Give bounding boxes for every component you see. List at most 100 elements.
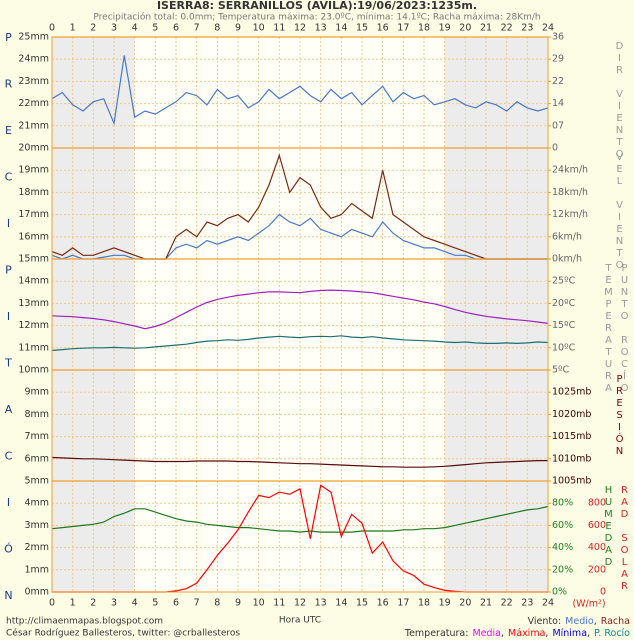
x-tick-label: 2 — [90, 23, 96, 34]
y-tick-label: 5ºC — [552, 365, 570, 376]
y2-tick-label: 0 — [600, 587, 606, 598]
x-tick-label: 20 — [459, 23, 471, 34]
x-tick-label: 13 — [315, 23, 327, 34]
y-tick-label: 20ºC — [552, 298, 576, 309]
y-tick-label: 1005mb — [552, 476, 591, 487]
x-tick-label: 8 — [214, 598, 220, 609]
y-tick-label: 1025mb — [552, 387, 591, 398]
x-tick-label: 6 — [173, 598, 179, 609]
x-tick-label: 4 — [132, 23, 138, 34]
axis-title: DIR VIENTO — [614, 41, 625, 161]
x-tick-label: 8 — [214, 23, 220, 34]
y2-tick-label: 800 — [588, 498, 606, 509]
x-tick-label: 6 — [173, 23, 179, 34]
y-tick-label: 0km/h — [552, 254, 582, 265]
axis-title: RAD SOLAR — [619, 485, 630, 593]
y-tick-label: 19mm — [18, 165, 49, 176]
y-tick-label: 1mm — [24, 564, 49, 575]
x-tick-label: 5 — [152, 23, 158, 34]
x-tick-label: 16 — [377, 23, 389, 34]
y-tick-label: 07 — [552, 120, 564, 131]
x-tick-label: 5 — [152, 598, 158, 609]
y-tick-label: 60% — [552, 520, 573, 531]
y-tick-label: 20mm — [18, 143, 49, 154]
x-tick-label: 7 — [194, 23, 200, 34]
y-tick-label: 10ºC — [552, 342, 576, 353]
y-tick-label: 80% — [552, 498, 573, 509]
series-line — [51, 456, 548, 468]
y-tick-label: 14mm — [18, 276, 49, 287]
y-tick-label: 0 — [552, 143, 558, 154]
y-tick-label: 23mm — [18, 76, 49, 87]
y2-tick-label: 600 — [588, 520, 606, 531]
y-tick-label: 29 — [552, 54, 564, 65]
x-tick-label: 9 — [235, 598, 241, 609]
x-tick-label: 23 — [521, 23, 533, 34]
x-tick-label: 10 — [253, 23, 265, 34]
x-tick-label: 19 — [439, 598, 451, 609]
legend-label: Temperatura: — [404, 628, 469, 639]
x-tick-label: 18 — [418, 23, 430, 34]
y-tick-label: 24mm — [18, 54, 49, 65]
y-tick-label: 21mm — [18, 120, 49, 131]
y-tick-label: 1010mb — [552, 453, 591, 464]
y-tick-label: 6mm — [24, 453, 49, 464]
x-tick-label: 7 — [194, 598, 200, 609]
x-tick-label: 18 — [418, 598, 430, 609]
y-tick-label: 22 — [552, 76, 564, 87]
chart-subtitle: Precipitación total: 0.0mm; Temperatura … — [93, 12, 540, 23]
x-tick-label: 16 — [377, 598, 389, 609]
y2-unit: (W/m²) — [572, 599, 605, 610]
x-tick-label: 1 — [70, 598, 76, 609]
chart-title: ISERRA8: SERRANILLOS (AVILA):19/06/2023:… — [157, 0, 477, 12]
y-tick-label: 6km/h — [552, 231, 582, 242]
x-tick-label: 22 — [501, 598, 513, 609]
x-tick-label: 3 — [111, 598, 117, 609]
legend-entry: Medio — [565, 616, 594, 627]
series-line — [51, 289, 549, 330]
y-tick-label: 4mm — [24, 498, 49, 509]
y-tick-label: 25ºC — [552, 276, 576, 287]
x-tick-label: 1 — [70, 23, 76, 34]
x-tick-label: 14 — [335, 23, 347, 34]
x-tick-label: 21 — [480, 23, 492, 34]
legend-separator: , — [545, 628, 548, 639]
y-tick-label: 17mm — [18, 209, 49, 220]
x-tick-label: 24 — [542, 23, 554, 34]
x-tick-label: 10 — [253, 598, 265, 609]
x-tick-label: 3 — [111, 23, 117, 34]
legend-entry: Mínima — [552, 628, 587, 639]
y-tick-label: 7mm — [24, 431, 49, 442]
y-tick-label: 14 — [552, 98, 564, 109]
x-tick-label: 9 — [235, 23, 241, 34]
x-tick-label: 15 — [356, 598, 368, 609]
y-tick-label: 25mm — [18, 32, 49, 43]
axis-title: TEMPERATURA — [603, 263, 614, 395]
x-tick-label: 19 — [439, 23, 451, 34]
url: http://climaenmapas.blogspot.com — [6, 617, 163, 627]
y-tick-label: 8mm — [24, 409, 49, 420]
y-tick-label: 15mm — [18, 254, 49, 265]
legend-separator: , — [587, 628, 590, 639]
y2-tick-label: 400 — [588, 542, 606, 553]
legend: Viento: Medio, Racha — [528, 616, 630, 627]
plot-frame — [51, 36, 549, 593]
legend-entry: P. Rocío — [594, 628, 630, 639]
axis-title: PUNTO ROCÍO — [619, 263, 630, 395]
x-tick-label: 0 — [49, 23, 55, 34]
y-tick-label: 1020mb — [552, 409, 591, 420]
x-tick-label: 11 — [273, 598, 285, 609]
x-axis-label: Hora UTC — [279, 616, 321, 626]
y-tick-label: 24km/h — [552, 165, 588, 176]
x-tick-label: 12 — [294, 598, 306, 609]
legend-label: Viento: — [528, 616, 562, 627]
axis-title: HUMEDAD — [603, 485, 614, 569]
y-tick-label: 12km/h — [552, 209, 588, 220]
y-tick-label: 0mm — [24, 587, 49, 598]
x-tick-label: 2 — [90, 598, 96, 609]
y-tick-label: 22mm — [18, 98, 49, 109]
x-tick-label: 14 — [335, 598, 347, 609]
night-shade — [444, 37, 548, 592]
